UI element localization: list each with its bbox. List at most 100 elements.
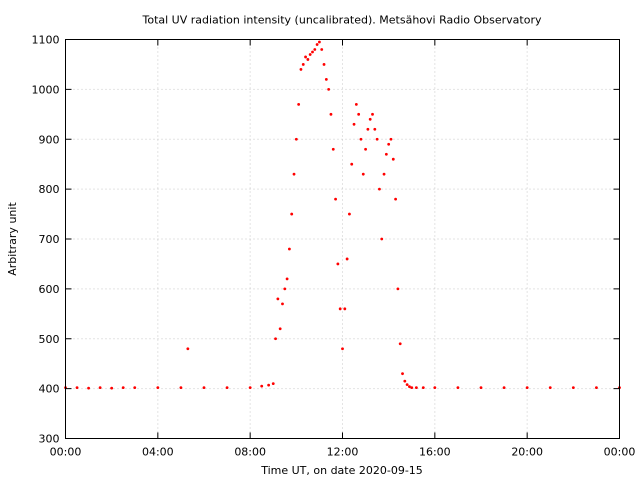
data-point <box>323 63 326 66</box>
data-point <box>99 386 102 389</box>
data-point <box>373 128 376 131</box>
data-point <box>293 173 296 176</box>
data-point <box>383 173 386 176</box>
data-point <box>133 386 136 389</box>
data-point <box>339 307 342 310</box>
data-point <box>348 213 351 216</box>
data-point <box>422 386 425 389</box>
data-point <box>401 372 404 375</box>
data-point <box>311 51 314 54</box>
data-point <box>318 41 321 44</box>
x-tick-label: 04:00 <box>142 446 174 459</box>
y-tick-label: 800 <box>39 183 60 196</box>
x-tick-label: 20:00 <box>511 446 543 459</box>
data-point <box>267 384 270 387</box>
data-point <box>260 385 263 388</box>
y-tick-label: 1100 <box>32 34 60 47</box>
data-point <box>87 387 90 390</box>
data-point <box>399 342 402 345</box>
data-point <box>397 287 400 290</box>
data-point <box>433 386 436 389</box>
data-point <box>304 56 307 59</box>
data-point <box>380 238 383 241</box>
data-point <box>410 386 413 389</box>
data-point <box>316 43 319 46</box>
data-point <box>276 297 279 300</box>
data-point <box>274 337 277 340</box>
y-tick-label: 400 <box>39 383 60 396</box>
data-point <box>364 148 367 151</box>
data-point <box>392 158 395 161</box>
data-point <box>371 113 374 116</box>
data-point <box>249 386 252 389</box>
data-point <box>378 188 381 191</box>
data-point <box>286 278 289 281</box>
data-point <box>549 386 552 389</box>
data-point <box>394 198 397 201</box>
data-point <box>313 48 316 51</box>
data-point <box>355 103 358 106</box>
data-point <box>387 143 390 146</box>
data-point <box>156 386 159 389</box>
grid <box>66 40 620 439</box>
data-point <box>503 386 506 389</box>
data-point <box>385 153 388 156</box>
data-point <box>415 386 418 389</box>
data-point <box>76 386 79 389</box>
data-point <box>343 307 346 310</box>
data-point <box>300 68 303 71</box>
x-tick-label: 12:00 <box>327 446 359 459</box>
data-point <box>357 113 360 116</box>
data-point <box>122 386 125 389</box>
data-point <box>369 118 372 121</box>
data-point <box>362 173 365 176</box>
y-tick-label: 900 <box>39 133 60 146</box>
data-point <box>180 386 183 389</box>
data-point <box>306 58 309 61</box>
y-tick-label: 600 <box>39 283 60 296</box>
data-point <box>327 88 330 91</box>
y-axis-title: Arbitrary unit <box>6 202 19 276</box>
data-point <box>336 263 339 266</box>
data-point <box>203 386 206 389</box>
data-point <box>302 63 305 66</box>
data-point <box>360 138 363 141</box>
x-axis-title: Time UT, on date 2020-09-15 <box>260 464 423 477</box>
data-point <box>346 258 349 261</box>
data-point <box>290 213 293 216</box>
data-point <box>272 382 275 385</box>
y-tick-label: 500 <box>39 333 60 346</box>
data-point <box>406 383 409 386</box>
chart-title: Total UV radiation intensity (uncalibrat… <box>142 14 542 27</box>
data-point <box>325 78 328 81</box>
data-point <box>288 248 291 251</box>
data-point <box>186 347 189 350</box>
data-point <box>281 302 284 305</box>
data-point <box>320 48 323 51</box>
data-point <box>334 198 337 201</box>
data-point <box>403 380 406 383</box>
data-point <box>595 386 598 389</box>
data-point <box>332 148 335 151</box>
data-point <box>297 103 300 106</box>
series-points <box>64 41 621 390</box>
data-point <box>283 287 286 290</box>
data-point <box>309 53 312 56</box>
data-point <box>376 138 379 141</box>
data-point <box>110 387 113 390</box>
data-point <box>457 386 460 389</box>
data-point <box>330 113 333 116</box>
data-point <box>350 163 353 166</box>
data-point <box>366 128 369 131</box>
data-point <box>353 123 356 126</box>
y-tick-label: 1000 <box>32 83 60 96</box>
data-point <box>341 347 344 350</box>
x-tick-label: 00:00 <box>50 446 82 459</box>
data-point <box>226 386 229 389</box>
y-tick-label: 300 <box>39 433 60 446</box>
data-point <box>279 327 282 330</box>
y-tick-label: 700 <box>39 233 60 246</box>
x-tick-label: 08:00 <box>234 446 266 459</box>
x-tick-label: 00:00 <box>604 446 636 459</box>
